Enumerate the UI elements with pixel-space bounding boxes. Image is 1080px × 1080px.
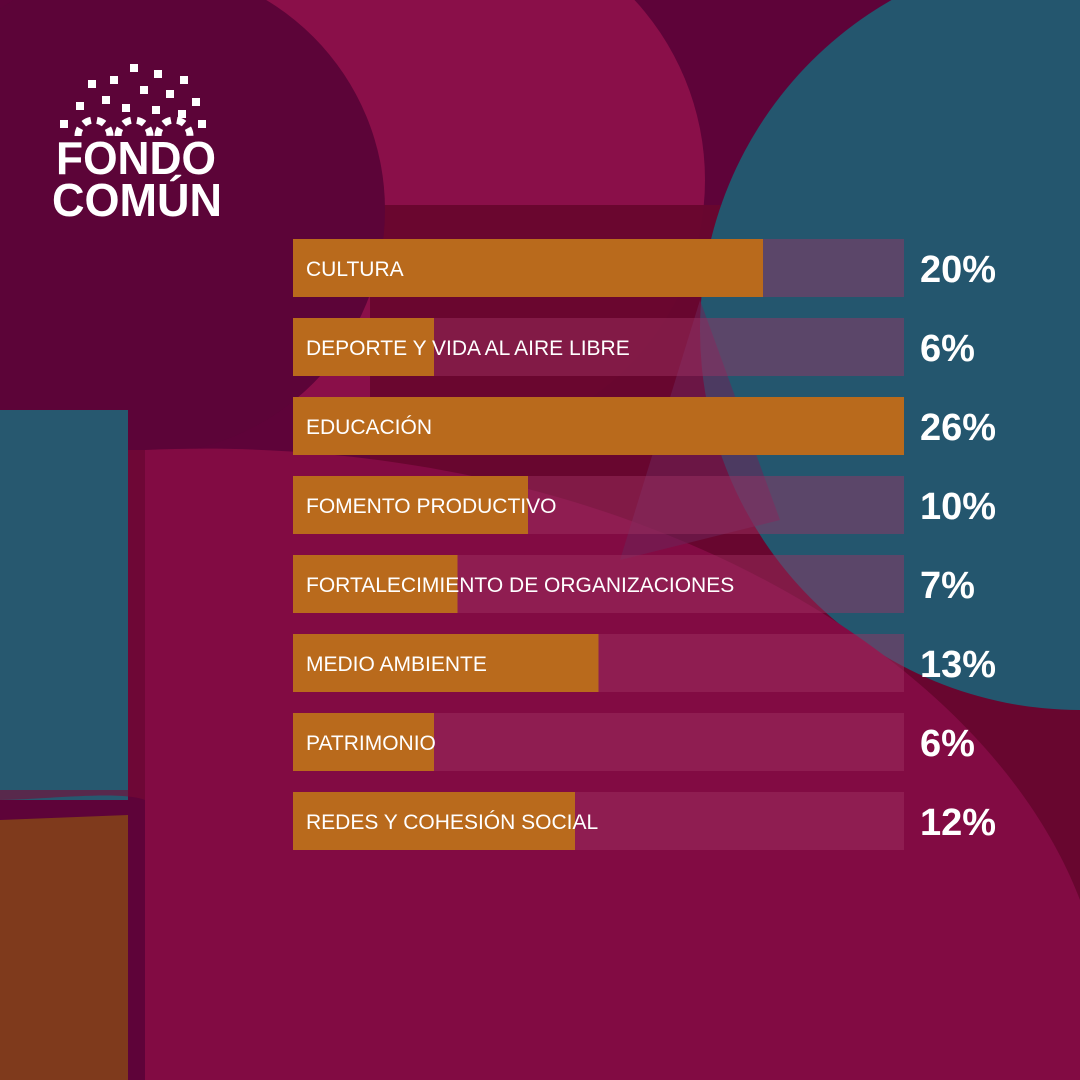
category-label: DEPORTE Y VIDA AL AIRE LIBRE <box>306 337 630 360</box>
bar <box>293 555 458 613</box>
value-label: 26% <box>920 407 996 449</box>
bar-row: FOMENTO PRODUCTIVO 10% <box>293 476 996 534</box>
category-label: FORTALECIMIENTO DE ORGANIZACIONES <box>306 574 734 597</box>
fondo-comun-logo: FONDO COMÚN <box>52 64 222 222</box>
bar <box>293 634 599 692</box>
logo-word-fondo: FONDO <box>56 132 216 184</box>
category-label: PATRIMONIO <box>306 732 436 755</box>
category-label: EDUCACIÓN <box>306 416 432 439</box>
logo-word-comun: COMÚN <box>52 174 222 222</box>
category-label: MEDIO AMBIENTE <box>306 653 487 676</box>
bar-row: DEPORTE Y VIDA AL AIRE LIBRE 6% <box>293 318 975 376</box>
bar <box>293 792 575 850</box>
value-label: 6% <box>920 723 975 765</box>
value-label: 12% <box>920 802 996 844</box>
bar-row: FORTALECIMIENTO DE ORGANIZACIONES 7% <box>293 555 975 613</box>
bar <box>293 318 434 376</box>
bar <box>293 397 904 455</box>
category-label: FOMENTO PRODUCTIVO <box>306 495 556 518</box>
bar <box>293 713 434 771</box>
bar <box>293 239 763 297</box>
value-label: 6% <box>920 328 975 370</box>
value-label: 7% <box>920 565 975 607</box>
value-label: 20% <box>920 249 996 291</box>
bar-row: REDES Y COHESIÓN SOCIAL 12% <box>293 792 996 850</box>
category-label: CULTURA <box>306 258 404 281</box>
bar-row: EDUCACIÓN 26% <box>293 397 996 455</box>
bar-row: CULTURA 20% <box>293 239 996 297</box>
bar-row: PATRIMONIO 6% <box>293 713 975 771</box>
bar <box>293 476 528 534</box>
category-label: REDES Y COHESIÓN SOCIAL <box>306 811 598 834</box>
value-label: 10% <box>920 486 996 528</box>
bar-row: MEDIO AMBIENTE 13% <box>293 634 996 692</box>
value-label: 13% <box>920 644 996 686</box>
